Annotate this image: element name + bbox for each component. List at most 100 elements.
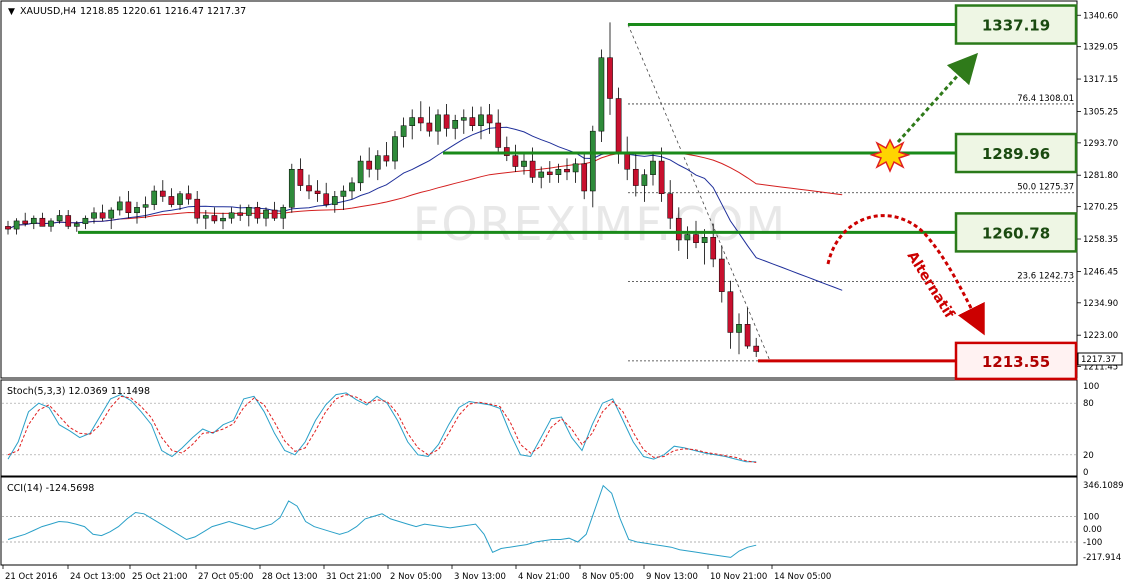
main-panel (0, 0, 1078, 379)
candle-body-3 (30, 217, 37, 224)
candle-body-69 (598, 57, 605, 132)
price-tick-label-8: 1246.45 (1083, 267, 1118, 277)
cci-panel (0, 476, 1078, 566)
candle-body-87 (753, 345, 760, 352)
level-lines (78, 23, 955, 363)
stoch-lines: 100 80 20 0 (2, 382, 1099, 478)
candle-body-7 (65, 215, 72, 227)
time-tick-label-7: 3 Nov 13:00 (454, 572, 506, 582)
candle-body-13 (116, 201, 123, 211)
candle-body-38 (331, 196, 338, 205)
candle-body-47 (409, 117, 416, 126)
stoch-title: Stoch(5,3,3) 12.0369 11.1498 (7, 386, 150, 397)
candle-body-71 (615, 98, 622, 154)
cci-tick-label-1: 100 (1083, 512, 1099, 522)
time-tick-label-4: 28 Oct 13:00 (262, 572, 317, 582)
candle-body-25 (220, 217, 226, 222)
candle-body-22 (194, 198, 201, 219)
candle-body-4 (39, 217, 46, 227)
fib-label-1: 50.0 1275.37 (1017, 183, 1074, 193)
candle-body-27 (237, 212, 244, 216)
price-tick-label-0: 1340.60 (1083, 11, 1118, 21)
candle-body-70 (607, 57, 613, 99)
alternative-arrow (826, 214, 985, 336)
ohlc-readout: 1218.85 1220.61 1216.47 1217.37 (80, 6, 246, 17)
price-tick-label-5: 1281.80 (1083, 171, 1118, 181)
candle-body-44 (383, 155, 390, 162)
candle-body-75 (650, 160, 656, 175)
candle-body-40 (349, 182, 355, 192)
candle-body-11 (99, 212, 106, 219)
time-tick-label-8: 4 Nov 21:00 (518, 572, 570, 582)
time-tick-label-2: 25 Oct 21:00 (132, 572, 187, 582)
ma-fast-line (7, 126, 843, 291)
candle-body-56 (486, 114, 493, 124)
candle-body-26 (228, 212, 235, 219)
fib-swing-line (627, 24, 771, 362)
candle-body-66 (572, 163, 579, 173)
candle-body-33 (288, 168, 295, 208)
candle-body-53 (460, 117, 467, 121)
candle-body-36 (314, 190, 321, 194)
cci-line: 346.1089 100 0.00 -100 -217.914 (2, 481, 1123, 563)
candle-body-50 (435, 114, 441, 132)
candle-body-15 (134, 207, 140, 214)
current-price-tag (1077, 352, 1123, 366)
level-box-label-2: 1260.78 (982, 224, 1050, 242)
time-tick-label-3: 27 Oct 05:00 (198, 572, 253, 582)
candle-body-77 (667, 193, 674, 219)
candle-body-55 (478, 114, 484, 126)
candle-body-76 (658, 160, 665, 194)
price-tick-label-1: 1329.05 (1083, 43, 1118, 53)
level-box-0 (954, 4, 1078, 45)
ma-slow-line (7, 151, 843, 230)
time-tick-label-0: 21 Oct 2016 (5, 572, 58, 582)
candle-body-8 (73, 223, 80, 227)
candle-body-79 (684, 234, 691, 241)
candle-body-60 (521, 160, 527, 167)
breakout-star-icon (869, 138, 911, 173)
candle-body-43 (374, 155, 381, 170)
candle-body-74 (641, 174, 648, 186)
watermark: FOREXIMF.COM (413, 197, 787, 251)
symbol-arrow-icon[interactable]: ▼ (8, 7, 15, 17)
candle-body-49 (426, 122, 433, 132)
candle-body-28 (245, 207, 252, 216)
candle-body-10 (91, 212, 97, 219)
time-tick-label-10: 9 Nov 13:00 (646, 572, 698, 582)
candle-body-62 (538, 171, 545, 178)
candle-body-9 (82, 217, 89, 224)
candle-body-80 (693, 234, 699, 243)
candle-body-59 (512, 155, 519, 167)
cci-tick-label-2: 0.00 (1083, 525, 1102, 535)
candle-body-51 (443, 114, 450, 129)
candle-body-64 (555, 168, 562, 175)
candle-body-5 (48, 220, 54, 227)
candle-body-12 (108, 209, 115, 219)
candle-body-67 (581, 163, 588, 192)
price-tick-label-3: 1305.25 (1083, 107, 1118, 117)
time-axis: 21 Oct 2016 24 Oct 13:00 25 Oct 21:00 27 Oc… (2, 565, 831, 582)
cci-tick-label-0: 346.1089 (1083, 481, 1123, 491)
time-tick-label-1: 24 Oct 13:00 (70, 572, 125, 582)
level-boxes: 1337.19 1289.96 1260.78 1213.55 (954, 4, 1078, 381)
stoch-signal-line (7, 394, 757, 463)
candle-body-84 (727, 291, 734, 333)
moving-averages (7, 126, 843, 291)
candle-body-34 (297, 168, 304, 186)
level-box-label-1: 1289.96 (982, 145, 1050, 163)
candle-body-39 (340, 190, 347, 197)
candle-body-85 (736, 324, 742, 333)
candle-body-61 (529, 160, 536, 178)
support-box (954, 341, 1078, 381)
price-tick-label-7: 1258.35 (1083, 235, 1118, 245)
stoch-main-line (7, 392, 757, 463)
candle-body-42 (366, 160, 373, 170)
price-axis: 1340.60 1329.05 1317.15 1305.25 1293.70 1281.… (1077, 11, 1118, 373)
candle-body-46 (400, 125, 407, 137)
candle-body-45 (392, 136, 398, 162)
level-box-2 (954, 212, 1078, 253)
candle-body-72 (624, 152, 631, 170)
candle-body-78 (675, 217, 682, 241)
